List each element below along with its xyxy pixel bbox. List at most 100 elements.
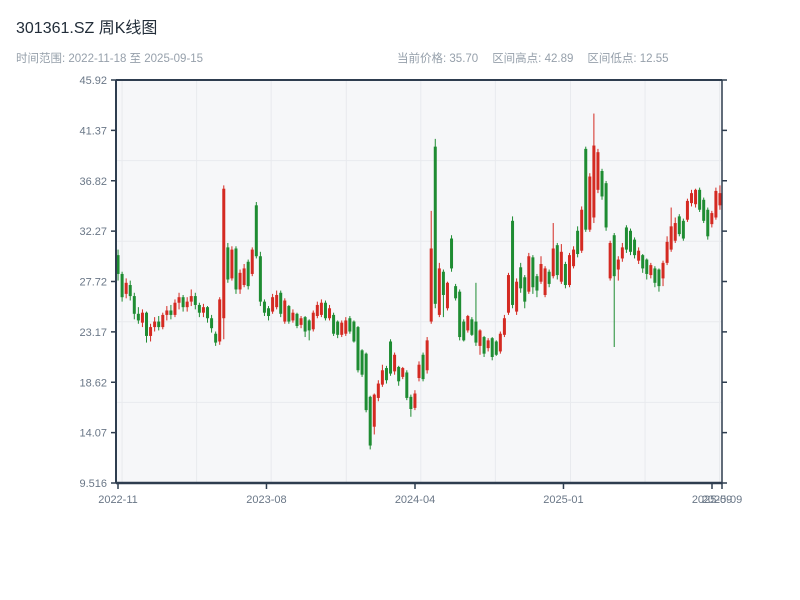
price-stats: 当前价格: 35.70 区间高点: 42.89 区间低点: 12.55: [397, 50, 683, 66]
candle-body: [417, 364, 421, 379]
y-axis-label: 14.07: [79, 428, 107, 440]
plot-background: [116, 80, 722, 483]
candle-body: [661, 262, 665, 279]
candle-body: [490, 338, 494, 357]
candle-body: [523, 277, 527, 302]
candle-body: [328, 308, 332, 319]
candle-body: [169, 310, 173, 315]
candle-body: [547, 271, 551, 284]
range-high-value: 42.89: [544, 53, 574, 65]
candle-body: [234, 248, 238, 290]
candle-body: [238, 272, 242, 290]
y-axis-label: 45.92: [79, 75, 107, 87]
candle-body: [181, 297, 185, 308]
candle-body: [250, 249, 254, 274]
candle-body: [258, 256, 262, 302]
candle-body: [600, 170, 604, 197]
candle-body: [596, 152, 600, 190]
y-axis-label: 27.72: [79, 277, 107, 289]
candle-body: [279, 292, 283, 314]
candle-body: [283, 300, 287, 322]
candle-body: [454, 286, 458, 299]
candle-body: [405, 372, 409, 398]
x-axis-label: 2025-01: [543, 494, 583, 506]
candle-body: [433, 146, 437, 304]
range-high-stat: 区间高点: 42.89: [492, 53, 573, 65]
x-axis-label: 2025-09: [692, 494, 732, 506]
date-range-subtitle: 时间范围: 2022-11-18 至 2025-09-15: [16, 53, 204, 65]
current-price-stat: 当前价格: 35.70: [397, 53, 478, 65]
x-axis-label: 2023-08: [246, 494, 286, 506]
y-axis-label: 32.27: [79, 226, 107, 238]
candle-body: [311, 312, 315, 330]
candle-body: [641, 255, 645, 269]
candle-body: [185, 301, 189, 308]
candle-body: [527, 256, 531, 292]
candle-body: [458, 291, 462, 338]
candle-body: [291, 312, 295, 321]
y-axis-label: 23.17: [79, 327, 107, 339]
candle-body: [340, 322, 344, 335]
candle-body: [633, 239, 637, 256]
candle-body: [352, 321, 356, 342]
candle-body: [494, 341, 498, 355]
candle-body: [551, 248, 555, 277]
y-axis-label: 36.82: [79, 176, 107, 188]
candle-body: [210, 318, 214, 329]
candle-body: [649, 265, 653, 276]
candle-body: [332, 314, 336, 334]
candle-body: [535, 276, 539, 291]
current-price-label: 当前价格:: [397, 53, 447, 65]
candle-body: [425, 340, 429, 371]
candle-body: [389, 341, 393, 374]
candle-body: [511, 220, 515, 305]
candle-body: [267, 308, 271, 317]
candle-body: [140, 312, 144, 323]
candle-body: [685, 200, 689, 220]
candle-body: [120, 273, 124, 298]
candle-body: [478, 330, 482, 346]
candle-body: [197, 304, 201, 313]
candle-body: [413, 393, 417, 408]
candle-body: [502, 318, 506, 335]
candle-body: [124, 282, 128, 294]
candle-body: [218, 299, 222, 342]
candle-body: [604, 183, 608, 228]
candle-body: [380, 370, 384, 385]
candle-body: [153, 321, 157, 328]
y-axis-label: 41.37: [79, 125, 107, 137]
candle-body: [555, 245, 559, 276]
candle-body: [645, 259, 649, 274]
candle-body: [242, 268, 246, 286]
candle-body: [299, 318, 303, 325]
candle-body: [356, 327, 360, 371]
candle-body: [295, 313, 299, 326]
candle-body: [706, 209, 710, 237]
candle-body: [145, 312, 149, 336]
candle-body: [592, 145, 596, 218]
candle-body: [136, 313, 140, 321]
candle-body: [657, 269, 661, 287]
candle-body: [698, 189, 702, 210]
candle-body: [193, 296, 197, 305]
candle-body: [445, 282, 449, 309]
candle-body: [173, 302, 177, 315]
candle-body: [336, 321, 340, 335]
candle-body: [132, 296, 136, 314]
candle-body: [669, 226, 673, 250]
candle-body: [287, 306, 291, 322]
candle-body: [149, 327, 153, 336]
candle-body: [393, 354, 397, 372]
candle-body: [319, 302, 323, 315]
candle-body: [226, 247, 230, 280]
x-axis-label: 2022-11: [98, 494, 138, 506]
candle-body: [161, 314, 165, 328]
candle-body: [694, 189, 698, 205]
candle-body: [531, 257, 535, 288]
candle-body: [230, 249, 234, 279]
candle-body: [275, 294, 279, 308]
candle-body: [563, 263, 567, 286]
candle-body: [364, 353, 368, 411]
candle-body: [567, 255, 571, 286]
